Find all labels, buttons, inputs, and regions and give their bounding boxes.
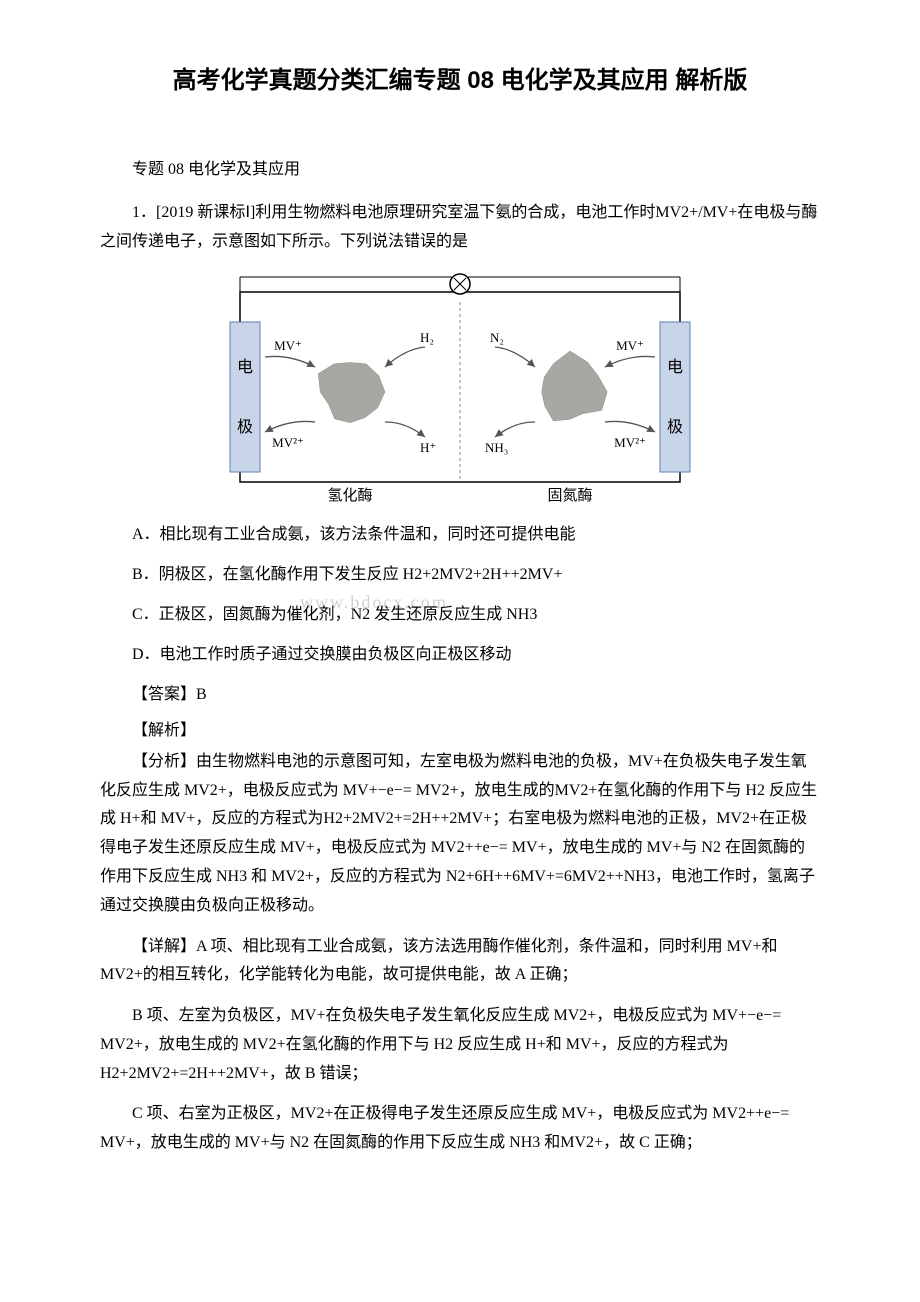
svg-text:MV²⁺: MV²⁺ <box>614 435 646 450</box>
analysis-para-0: 【分析】由生物燃料电池的示意图可知，左室电极为燃料电池的负极，MV+在负极失电子… <box>100 748 820 921</box>
option-c: C．正极区，固氮酶为催化剂，N2 发生还原反应生成 NH3 <box>100 597 820 632</box>
svg-text:氢化酶: 氢化酶 <box>327 487 372 502</box>
answer: 【答案】B <box>100 677 820 712</box>
svg-text:MV⁺: MV⁺ <box>274 338 302 353</box>
svg-text:电: 电 <box>667 358 683 376</box>
subtitle: 专题 08 电化学及其应用 <box>100 155 820 179</box>
svg-text:MV²⁺: MV²⁺ <box>272 435 304 450</box>
svg-text:MV⁺: MV⁺ <box>616 338 644 353</box>
svg-text:电: 电 <box>237 358 253 376</box>
option-d: D．电池工作时质子通过交换膜由负极区向正极区移动 <box>100 637 820 672</box>
option-b: B．阴极区，在氢化酶作用下发生反应 H2+2MV2+2H++2MV+ <box>100 557 820 592</box>
option-a: A．相比现有工业合成氨，该方法条件温和，同时还可提供电能 <box>100 517 820 552</box>
svg-text:极: 极 <box>667 418 683 436</box>
diagram-container: 电极 电极氢化酶 固氮酶 MV⁺ MV²⁺ H₂ H⁺ N₂ NH₃ MV⁺ MV²⁺ <box>100 272 820 502</box>
analysis-label: 【解析】 <box>100 713 820 748</box>
svg-text:N₂: N₂ <box>490 330 504 345</box>
document-title: 高考化学真题分类汇编专题 08 电化学及其应用 解析版 <box>100 60 820 95</box>
analysis-para-1: 【详解】A 项、相比现有工业合成氨，该方法选用酶作催化剂，条件温和，同时利用 M… <box>100 933 820 991</box>
fuel-cell-diagram: 电极 电极氢化酶 固氮酶 MV⁺ MV²⁺ H₂ H⁺ N₂ NH₃ MV⁺ MV²⁺ <box>220 272 700 502</box>
analysis-para-2: B 项、左室为负极区，MV+在负极失电子发生氧化反应生成 MV2+，电极反应式为… <box>100 1002 820 1088</box>
svg-text:固氮酶: 固氮酶 <box>547 487 592 502</box>
question-intro: 1．[2019 新课标Ⅰ]利用生物燃料电池原理研究室温下氨的合成，电池工作时MV… <box>100 199 820 257</box>
svg-text:H₂: H₂ <box>420 330 434 345</box>
svg-text:NH₃: NH₃ <box>485 440 508 455</box>
svg-text:极: 极 <box>237 418 253 436</box>
svg-text:H⁺: H⁺ <box>420 440 436 455</box>
analysis-para-3: C 项、右室为正极区，MV2+在正极得电子发生还原反应生成 MV+，电极反应式为… <box>100 1100 820 1158</box>
